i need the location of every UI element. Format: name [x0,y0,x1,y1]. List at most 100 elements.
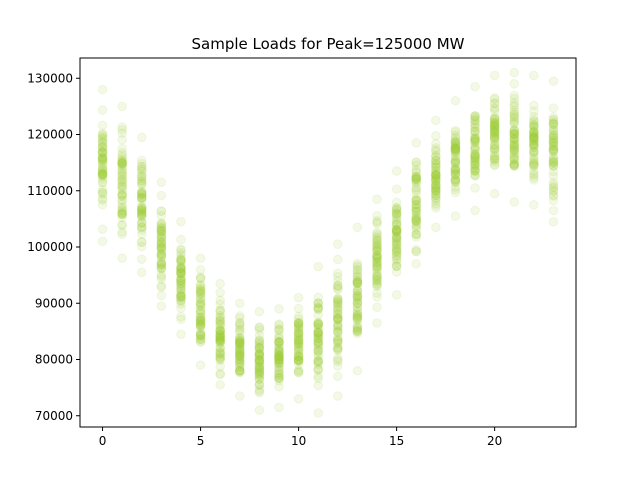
data-point [450,133,461,144]
data-point [215,299,225,309]
data-point [176,263,186,274]
data-point [333,321,343,331]
data-point [391,232,402,243]
data-point [136,171,147,182]
data-point [117,167,127,178]
data-point [372,264,382,274]
data-point [333,391,343,401]
data-point [117,171,127,182]
data-point [195,320,206,330]
data-point [136,210,147,221]
data-point [372,217,382,228]
data-point [156,250,167,260]
data-point [97,167,108,177]
data-point [274,354,284,365]
data-point [411,174,422,185]
data-point [450,136,461,147]
data-point [274,325,284,335]
data-point [333,297,343,307]
data-point [274,364,284,375]
data-point [97,133,108,143]
data-point [254,359,265,370]
data-point [548,205,559,216]
data-point [548,125,559,136]
y-tick-label: 100000 [27,240,73,254]
data-point [489,154,500,165]
data-point [372,236,382,246]
data-point [411,205,422,216]
data-point [391,203,402,213]
data-point [431,182,441,193]
data-point [372,292,382,302]
data-point [489,124,500,135]
data-point [411,203,422,213]
data-point [391,261,402,272]
data-point [117,150,127,160]
data-point [431,183,441,194]
data-point [529,116,539,126]
data-point [548,137,559,148]
data-point [431,155,441,166]
data-point [117,208,127,219]
data-point [372,261,382,272]
data-point [156,270,167,280]
data-point [195,327,206,338]
data-point [450,138,461,148]
data-point [352,277,363,288]
data-point [176,284,186,294]
data-point [333,345,343,356]
data-point [117,195,127,205]
data-point [195,294,206,304]
data-point [450,157,461,168]
data-point [391,243,402,253]
data-point [274,352,284,362]
data-point [489,94,500,105]
data-point [195,318,206,328]
data-point [136,158,147,169]
data-point [215,352,225,363]
data-point [293,344,304,355]
data-point [156,248,167,259]
data-point [529,131,539,141]
data-point [391,258,402,268]
data-point [254,340,265,351]
data-point [509,154,520,165]
data-point [195,289,206,300]
data-point [470,136,480,146]
data-point [215,335,225,346]
data-point [215,307,225,317]
data-point [97,187,108,198]
data-point [450,143,461,154]
data-point [450,147,461,158]
data-point [333,320,343,330]
data-point [215,343,225,353]
data-point [234,327,245,338]
data-point [313,328,323,338]
data-point [97,120,108,131]
data-point [470,145,480,155]
data-point [489,159,500,170]
data-point [548,135,559,145]
data-point [470,126,480,137]
data-point [529,135,539,146]
data-point [450,175,461,186]
data-point [470,152,480,163]
data-point [391,245,402,256]
data-point [156,282,167,293]
data-point [176,276,186,287]
data-point [352,277,363,287]
data-point [313,302,323,313]
data-point [411,202,422,213]
data-point [391,204,402,215]
data-point [136,178,147,189]
data-point [254,365,265,376]
data-point [509,134,520,145]
data-point [431,193,441,203]
data-point [529,157,539,168]
data-point [431,166,441,176]
data-point [156,225,167,236]
data-point [117,154,127,164]
data-point [391,238,402,249]
data-point [372,266,382,276]
data-point [470,142,480,152]
